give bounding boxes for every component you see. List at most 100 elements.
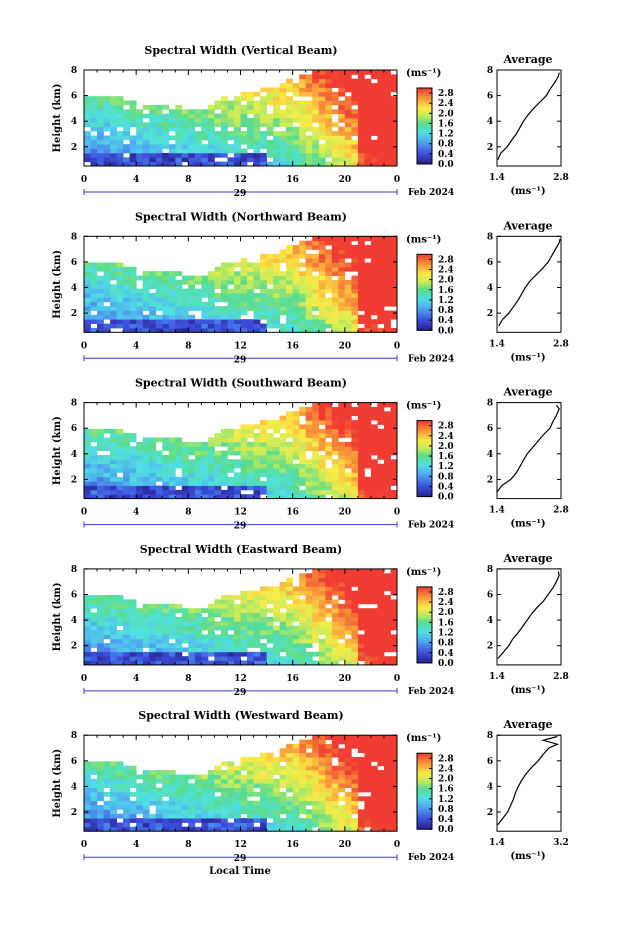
heatmap-cell [260,643,267,648]
heatmap-cell [234,612,241,618]
heatmap-cell [90,118,98,123]
heatmap-cell [370,573,378,579]
heatmap-cell [331,411,339,417]
heatmap-cell [123,805,130,810]
heatmap-cell [279,757,287,762]
heatmap-cell [318,161,326,167]
x-tick-label: 12 [234,175,247,185]
heatmap-cell [370,74,378,80]
heatmap-cell [299,459,307,465]
heatmap-cell [136,608,144,613]
heatmap-cell [279,630,287,635]
heatmap-cell [286,582,293,587]
heatmap-cell [364,481,372,486]
heatmap-cell [181,638,189,644]
heatmap-cell [318,152,326,158]
heatmap-cell [344,70,352,75]
heatmap-cell [286,481,293,486]
heatmap-cell [370,288,378,294]
heatmap-cell [286,275,293,281]
heatmap-cell [240,818,248,823]
average-y-tick-label: 2 [487,642,493,652]
heatmap-cell [273,783,280,788]
heatmap-cell [188,651,196,657]
heatmap-cell [227,621,235,627]
heatmap-cell [312,638,320,644]
heatmap-cell [220,293,228,298]
heatmap-cell [194,441,202,447]
heatmap-cell [390,783,398,788]
heatmap-cell [149,441,157,447]
heatmap-cell [260,266,267,272]
heatmap-cell [142,778,150,784]
colorbar-frame [416,87,433,165]
heatmap-cell [377,481,385,486]
heatmap-cell [390,118,398,123]
heatmap-cell [227,161,235,167]
heatmap-cell [103,463,111,469]
heatmap-cell [247,660,254,666]
heatmap-cell [116,761,124,767]
heatmap-cell [207,616,215,622]
x-tick-label: 12 [234,508,247,518]
heatmap-cell [110,656,117,661]
heatmap-cell [188,634,196,640]
heatmap-cell [188,485,196,491]
heatmap-cell [253,826,261,832]
heatmap-cell [273,761,280,767]
heatmap-cell [142,437,150,443]
heatmap-cell [116,638,124,644]
heatmap-cell [292,293,300,298]
x-axis-label: Local Time [209,866,271,877]
heatmap-cell [201,822,209,828]
heatmap-cell [351,428,359,434]
heatmap-cell [136,288,144,294]
heatmap-cell [247,327,254,333]
heatmap-cell [201,113,209,119]
heatmap-cell [110,118,117,123]
y-axis-label: Height (km) [52,749,63,818]
heatmap-cell [299,774,307,780]
heatmap-cell [390,656,398,661]
heatmap-cell [357,407,365,412]
heatmap-cell [279,599,287,605]
heatmap-cell [305,822,313,828]
heatmap-cell [90,104,98,110]
colorbar-swatch [417,624,432,628]
heatmap-cell [351,787,359,793]
heatmap-cell [331,612,339,618]
heatmap-cell [318,91,326,97]
heatmap-cell [201,301,209,307]
heatmap-cell [207,638,215,644]
heatmap-cell [175,638,183,644]
heatmap-cell [325,573,333,579]
heatmap-cell [299,161,307,167]
colorbar-swatch [417,133,432,137]
heatmap-cell [344,310,352,316]
heatmap-cell [162,612,170,618]
heatmap-cell [351,266,359,272]
heatmap-cell [351,796,359,802]
heatmap-cell [286,83,293,88]
heatmap-cell [149,822,157,828]
heatmap-cell [129,612,137,618]
heatmap-cell [227,109,235,115]
heatmap-cell [247,139,254,145]
heatmap-cell [253,791,261,797]
heatmap-cell [390,577,398,583]
heatmap-cell [377,144,385,149]
heatmap-cell [299,118,307,123]
colorbar-swatch [417,786,432,789]
heatmap-cell [168,489,176,495]
heatmap-cell [292,161,300,167]
heatmap-cell [299,131,307,136]
heatmap-cell [97,612,104,618]
heatmap-cell [207,770,215,775]
heatmap-cell [370,245,378,250]
heatmap-cell [84,774,91,780]
heatmap-cell [384,122,391,128]
heatmap-cell [97,100,104,106]
heatmap-cell [312,809,320,815]
colorbar-frame [416,586,433,664]
heatmap-cell [240,805,248,810]
